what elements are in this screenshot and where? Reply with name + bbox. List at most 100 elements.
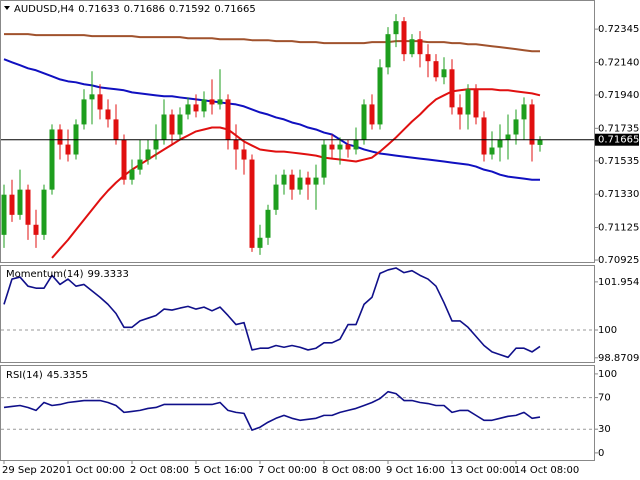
x-tick-label: 13 Oct 00:00 <box>450 465 515 476</box>
rsi-panel-frame <box>0 365 595 461</box>
candle-body <box>9 194 15 215</box>
y-tick-label: 0.71330 <box>598 189 639 200</box>
candle-body <box>145 149 151 160</box>
last-high: 0.71686 <box>124 4 165 15</box>
candle-body <box>257 237 263 248</box>
candle-body <box>25 189 31 225</box>
price-panel-frame <box>0 0 595 263</box>
y-tick-label: 0.72140 <box>598 57 639 68</box>
candle-body <box>393 21 399 35</box>
candle-body <box>65 144 71 155</box>
candle-body <box>81 99 87 125</box>
candle-body <box>529 104 535 145</box>
candle-body <box>409 39 415 55</box>
candle-body <box>153 139 159 150</box>
y-tick-label: 98.8709 <box>598 353 639 364</box>
candle-body <box>185 104 191 115</box>
candle-body <box>377 67 383 125</box>
x-tick-label: 8 Oct 08:00 <box>322 465 381 476</box>
y-tick-label: 101.9549 <box>598 277 640 288</box>
candle-body <box>281 174 287 185</box>
candle-body <box>361 104 367 140</box>
rsi-last: 45.3355 <box>47 370 88 381</box>
momentum-panel-frame <box>0 265 595 363</box>
candle-body <box>369 104 375 125</box>
candle-body <box>225 99 231 140</box>
candle-body <box>465 89 471 115</box>
candle-body <box>513 119 519 135</box>
moving-average-line <box>4 33 540 53</box>
y-tick-label: 30 <box>598 424 611 435</box>
candle-body <box>121 139 127 180</box>
symbol-menu-icon[interactable] <box>4 6 10 10</box>
candle-body <box>289 174 295 190</box>
candle-body <box>329 144 335 150</box>
y-tick-label: 0.72345 <box>598 24 639 35</box>
momentum-last: 99.3333 <box>88 269 129 280</box>
x-tick-label: 29 Sep 2020 <box>2 465 65 476</box>
last-price-label: 0.71665 <box>598 135 639 146</box>
candle-body <box>505 134 511 140</box>
y-tick-label: 0.70925 <box>598 255 639 266</box>
y-tick-label: 100 <box>598 325 617 336</box>
candle-body <box>113 119 119 140</box>
candle-body <box>433 61 439 78</box>
momentum-header: Momentum(14) 99.3333 <box>6 269 129 280</box>
x-tick-label: 2 Oct 08:00 <box>130 465 189 476</box>
candle-body <box>449 69 455 108</box>
indicator-line <box>3 267 541 359</box>
x-tick-label: 7 Oct 00:00 <box>258 465 317 476</box>
rsi-title: RSI(14) <box>6 370 43 381</box>
x-tick-label: 1 Oct 00:00 <box>66 465 125 476</box>
candle-body <box>1 194 7 235</box>
candle-body <box>265 209 271 238</box>
candle-body <box>401 21 407 55</box>
candle-body <box>57 129 63 145</box>
candle-body <box>537 139 543 145</box>
y-tick-label: 100 <box>598 369 617 380</box>
candle-body <box>137 159 143 170</box>
candle-body <box>105 109 111 120</box>
candle-body <box>33 224 39 235</box>
indicator-line <box>3 390 541 431</box>
candle-body <box>41 189 47 235</box>
candle-body <box>425 54 431 62</box>
candle-body <box>201 99 207 112</box>
candle-body <box>305 177 311 185</box>
y-tick-label: 0.71940 <box>598 90 639 101</box>
candle-body <box>17 189 23 215</box>
x-tick-label: 9 Oct 16:00 <box>386 465 445 476</box>
candle-body <box>129 169 135 180</box>
symbol-title: AUDUSD,H4 <box>14 4 74 15</box>
x-tick-label: 5 Oct 16:00 <box>194 465 253 476</box>
candle-body <box>353 139 359 150</box>
candle-body <box>457 107 463 115</box>
candle-body <box>385 34 391 68</box>
y-tick-label: 0.71735 <box>598 123 639 134</box>
y-tick-label: 0.71535 <box>598 156 639 167</box>
candle-body <box>233 139 239 150</box>
candle-body <box>489 147 495 155</box>
candle-body <box>313 177 319 185</box>
candle-body <box>97 94 103 110</box>
candle-body <box>481 117 487 155</box>
last-open: 0.71633 <box>78 4 119 15</box>
moving-average-line <box>51 88 541 259</box>
candle-body <box>345 144 351 150</box>
candle-body <box>177 114 183 135</box>
moving-average-line <box>3 58 540 181</box>
candle-body <box>241 149 247 160</box>
last-price-box <box>595 133 639 146</box>
y-tick-label: 70 <box>598 393 611 404</box>
candle-body <box>169 114 175 135</box>
panel-frames <box>0 0 595 461</box>
candle-body <box>273 184 279 210</box>
price-header: AUDUSD,H4 0.71633 0.71686 0.71592 0.71665 <box>14 4 256 15</box>
candle-body <box>441 69 447 78</box>
candle-body <box>49 129 55 190</box>
y-tick-label: 0.71125 <box>598 223 639 234</box>
candle-body <box>417 39 423 55</box>
